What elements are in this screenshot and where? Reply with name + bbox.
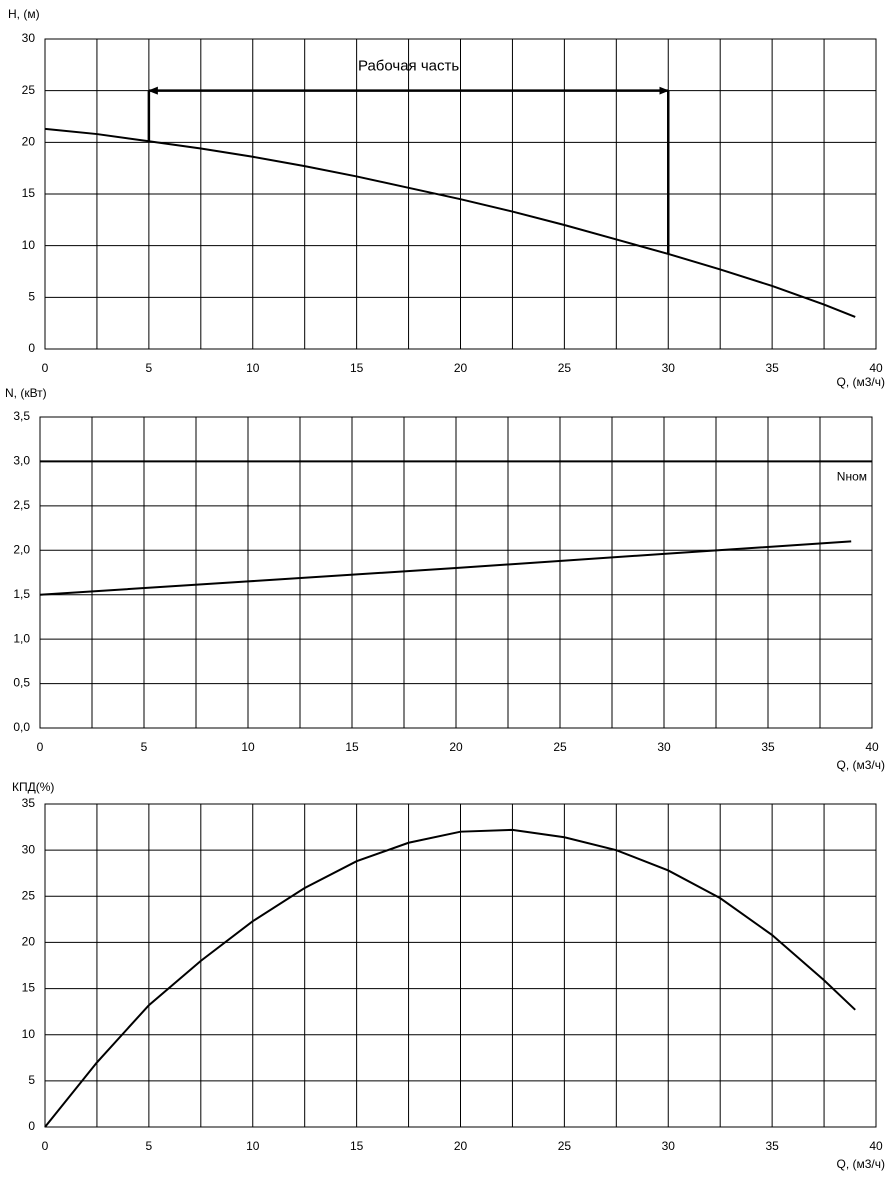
plot-border bbox=[39, 416, 873, 729]
x-tick-label: 40 bbox=[865, 740, 879, 754]
x-tick-label: 25 bbox=[558, 1139, 572, 1153]
range-label: Рабочая часть bbox=[358, 58, 459, 75]
y-tick-label: 0 bbox=[28, 341, 35, 355]
x-tick-label: 20 bbox=[454, 1139, 468, 1153]
y-tick-label: 15 bbox=[22, 186, 36, 200]
x-axis-label: Q, (м3/ч) bbox=[836, 1157, 885, 1171]
x-tick-label: 20 bbox=[454, 361, 468, 375]
y-tick-label: 0 bbox=[28, 1119, 35, 1133]
y-tick-label: 35 bbox=[22, 796, 36, 810]
x-tick-label: 35 bbox=[765, 1139, 779, 1153]
y-tick-label: 25 bbox=[22, 888, 36, 902]
x-tick-label: 25 bbox=[558, 361, 572, 375]
x-tick-label: 15 bbox=[345, 740, 359, 754]
x-tick-label: 10 bbox=[246, 361, 260, 375]
plot-border bbox=[44, 38, 877, 350]
curve bbox=[44, 127, 856, 318]
x-tick-label: 10 bbox=[246, 1139, 260, 1153]
y-tick-label: 0,0 bbox=[13, 720, 30, 734]
y-axis-label: КПД(%) bbox=[12, 780, 54, 794]
y-tick-label: 15 bbox=[22, 981, 36, 995]
y-tick-label: 2,0 bbox=[13, 542, 30, 556]
y-tick-label: 5 bbox=[28, 1073, 35, 1087]
y-tick-label: 1,0 bbox=[13, 631, 30, 645]
x-tick-label: 5 bbox=[146, 1139, 153, 1153]
x-tick-label: 20 bbox=[449, 740, 463, 754]
y-tick-label: 0,5 bbox=[13, 676, 30, 690]
x-tick-label: 5 bbox=[146, 361, 153, 375]
y-tick-label: 30 bbox=[22, 842, 36, 856]
x-tick-label: 30 bbox=[657, 740, 671, 754]
x-tick-label: 40 bbox=[869, 361, 883, 375]
x-tick-label: 0 bbox=[42, 1139, 49, 1153]
y-tick-label: 1,5 bbox=[13, 587, 30, 601]
y-tick-label: 25 bbox=[22, 83, 36, 97]
x-tick-label: 15 bbox=[350, 361, 364, 375]
x-tick-label: 40 bbox=[869, 1139, 883, 1153]
x-tick-label: 0 bbox=[37, 740, 44, 754]
y-tick-label: 2,5 bbox=[13, 498, 30, 512]
y-axis-label: H, (м) bbox=[8, 7, 40, 21]
y-tick-label: 3,5 bbox=[13, 409, 30, 423]
x-tick-label: 5 bbox=[141, 740, 148, 754]
y-tick-label: 3,0 bbox=[13, 454, 30, 468]
y-tick-label: 10 bbox=[22, 1027, 36, 1041]
x-axis-label: Q, (м3/ч) bbox=[836, 375, 885, 389]
x-tick-label: 30 bbox=[662, 361, 676, 375]
y-tick-label: 30 bbox=[22, 31, 36, 45]
y-tick-label: 20 bbox=[22, 135, 36, 149]
y-axis-label: N, (кВт) bbox=[5, 386, 47, 400]
y-tick-label: 20 bbox=[22, 935, 36, 949]
x-tick-label: 35 bbox=[765, 361, 779, 375]
curve bbox=[39, 540, 852, 596]
y-tick-label: 5 bbox=[28, 290, 35, 304]
plot-border bbox=[44, 803, 877, 1128]
x-tick-label: 0 bbox=[42, 361, 49, 375]
x-tick-label: 15 bbox=[350, 1139, 364, 1153]
x-tick-label: 30 bbox=[662, 1139, 676, 1153]
x-tick-label: 10 bbox=[241, 740, 255, 754]
y-tick-label: 10 bbox=[22, 238, 36, 252]
x-axis-label: Q, (м3/ч) bbox=[836, 758, 885, 772]
x-tick-label: 35 bbox=[761, 740, 775, 754]
reference-label: Nном bbox=[837, 470, 867, 484]
x-tick-label: 25 bbox=[553, 740, 567, 754]
curve bbox=[44, 828, 856, 1128]
